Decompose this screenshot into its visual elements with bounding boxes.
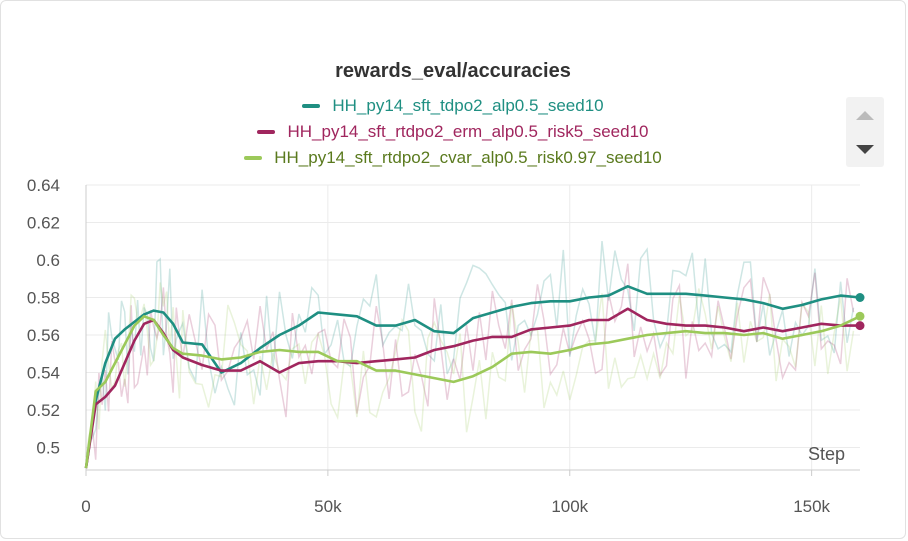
smoothed-series-layer — [84, 284, 865, 469]
legend-item-series-2[interactable]: HH_py14_sft_rtdpo2_erm_alp0.5_risk5_seed… — [0, 121, 906, 143]
legend-item-series-1[interactable]: HH_py14_sft_tdpo2_alp0.5_seed10 — [0, 95, 906, 117]
legend-item-series-3[interactable]: HH_py14_sft_rtdpo2_cvar_alp0.5_risk0.97_… — [0, 147, 906, 169]
series-line — [84, 284, 861, 469]
raw-series-layer — [85, 241, 855, 463]
y-tick-label: 0.64 — [27, 176, 60, 195]
legend-label: HH_py14_sft_tdpo2_alp0.5_seed10 — [332, 96, 604, 115]
series-end-point — [855, 293, 865, 302]
series-end-point — [855, 311, 865, 321]
raw-series-line — [85, 241, 855, 463]
y-tick-label: 0.6 — [36, 251, 60, 270]
series-line — [84, 307, 860, 469]
raw-series-line — [85, 282, 855, 458]
x-axis-label: Step — [808, 444, 845, 464]
legend-label: HH_py14_sft_rtdpo2_erm_alp0.5_risk5_seed… — [287, 122, 649, 141]
x-axis-ticks: 0 50k 100k 150k — [81, 497, 830, 516]
x-tick-label: 0 — [81, 497, 90, 516]
series-line — [84, 314, 861, 469]
x-tick-label: 150k — [793, 497, 830, 516]
series-end-point — [855, 321, 865, 331]
y-tick-label: 0.58 — [27, 289, 60, 308]
y-tick-label: 0.5 — [36, 439, 60, 458]
legend-swatch — [302, 103, 321, 108]
x-tick-label: 100k — [551, 497, 588, 516]
y-tick-label: 0.52 — [27, 401, 60, 420]
y-tick-label: 0.62 — [27, 214, 60, 233]
legend-swatch — [244, 155, 263, 160]
x-tick-label: 50k — [314, 497, 342, 516]
triangle-down-icon[interactable] — [856, 145, 874, 154]
y-tick-label: 0.56 — [27, 326, 60, 345]
y-tick-label: 0.54 — [27, 364, 60, 383]
y-axis-ticks: 0.5 0.52 0.54 0.56 0.58 0.6 0.62 0.64 — [27, 176, 60, 458]
chart-title: rewards_eval/accuracies — [335, 60, 571, 82]
grid — [85, 184, 860, 476]
legend-swatch — [257, 129, 276, 134]
legend-label: HH_py14_sft_rtdpo2_cvar_alp0.5_risk0.97_… — [274, 148, 662, 167]
triangle-up-icon[interactable] — [856, 111, 874, 120]
legend-scroll-control — [846, 97, 884, 167]
